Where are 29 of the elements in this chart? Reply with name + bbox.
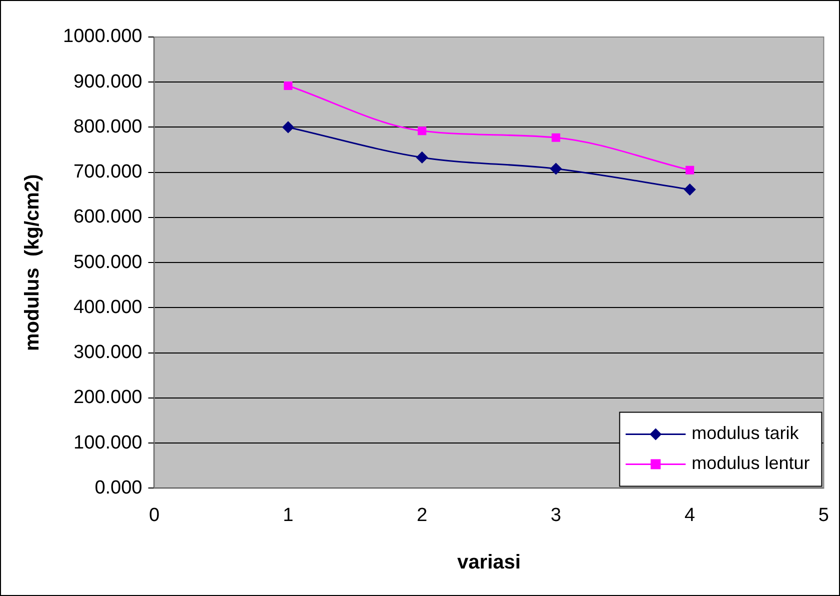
x-tick-label: 0 — [148, 504, 160, 526]
y-tick-label: 900.000 — [74, 71, 142, 92]
point — [684, 184, 696, 196]
point — [282, 121, 294, 133]
point — [550, 163, 562, 174]
y-tick-label: 0.000 — [94, 477, 142, 498]
y-tick-label: 600.000 — [74, 206, 142, 228]
point — [552, 133, 560, 142]
x-axis-title: variasi — [457, 552, 521, 574]
point — [418, 126, 426, 136]
x-tick-label: 2 — [416, 504, 428, 526]
y-tick-label: 500.000 — [74, 252, 142, 273]
legend-label: modulus tarik — [692, 423, 800, 444]
x-tick-label: 4 — [684, 504, 696, 526]
x-tick-label: 1 — [282, 504, 294, 526]
y-tick-label: 700.000 — [74, 162, 142, 183]
x-tick-label: 5 — [818, 504, 830, 526]
y-tick-label: 100.000 — [74, 432, 142, 454]
y-tick-label: 800.000 — [74, 116, 142, 138]
point — [416, 152, 428, 164]
y-tick-label: 200.000 — [74, 387, 142, 408]
point — [284, 81, 292, 90]
y-tick-label: 1000.000 — [62, 26, 142, 48]
y-tick-label: 400.000 — [74, 296, 142, 318]
y-axis-title: modulus (kg/cm2) — [22, 174, 44, 351]
x-tick-label: 3 — [550, 504, 562, 526]
y-tick-label: 300.000 — [74, 342, 142, 364]
point — [686, 166, 694, 174]
legend-label: modulus lentur — [692, 453, 810, 474]
